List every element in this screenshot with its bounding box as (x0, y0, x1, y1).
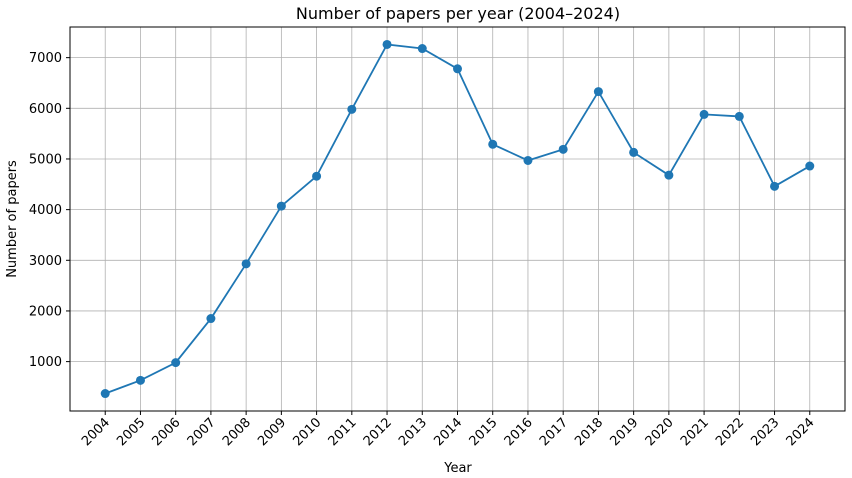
x-tick-label: 2012 (361, 415, 395, 449)
x-tick-label: 2017 (537, 415, 571, 449)
x-tick-label: 2015 (467, 415, 501, 449)
x-tick-label: 2006 (150, 415, 184, 449)
x-tick-label: 2004 (79, 415, 113, 449)
marker (276, 201, 286, 211)
chart-title: Number of papers per year (2004–2024) (296, 4, 620, 23)
y-tick-label: 6000 (29, 102, 62, 117)
x-tick-label: 2024 (784, 415, 818, 449)
marker (453, 64, 462, 74)
y-tick-label: 5000 (29, 152, 62, 167)
y-tick-label: 2000 (29, 304, 62, 319)
x-tick-label: 2018 (572, 415, 606, 449)
y-tick-label: 7000 (29, 51, 62, 66)
marker (805, 161, 815, 171)
x-tick-label: 2011 (326, 415, 360, 449)
marker (664, 170, 674, 180)
x-tick-label: 2022 (713, 415, 747, 449)
x-tick-label: 2013 (396, 415, 430, 449)
marker (382, 39, 392, 49)
y-axis-label: Number of papers (5, 160, 20, 278)
marker (100, 389, 110, 399)
plot-frame (69, 26, 846, 412)
x-tick-label: 2009 (255, 415, 289, 449)
marker (241, 259, 251, 269)
marker (135, 375, 145, 385)
x-tick-label: 2007 (185, 415, 219, 449)
marker (347, 104, 357, 114)
y-tick-label: 3000 (29, 254, 62, 269)
marker (523, 155, 533, 165)
x-tick-label: 2014 (431, 415, 465, 449)
x-tick-label: 2021 (678, 415, 712, 449)
y-tick-label: 1000 (29, 355, 62, 370)
marker (171, 358, 181, 368)
x-tick-label: 2023 (748, 415, 782, 449)
marker (699, 109, 709, 119)
marker (417, 44, 427, 54)
marker (734, 111, 744, 121)
marker (312, 171, 322, 181)
marker (206, 314, 216, 324)
marker (770, 181, 780, 191)
marker (558, 144, 568, 154)
marker (629, 147, 639, 157)
x-axis-label: Year (443, 461, 472, 476)
x-tick-label: 2005 (114, 415, 148, 449)
x-tick-label: 2010 (290, 415, 324, 449)
x-tick-label: 2008 (220, 415, 254, 449)
y-tick-label: 4000 (29, 203, 62, 218)
marker (488, 139, 498, 149)
x-tick-label: 2016 (502, 415, 536, 449)
x-tick-label: 2020 (643, 415, 677, 449)
marker (593, 87, 603, 97)
x-tick-label: 2019 (607, 415, 641, 449)
